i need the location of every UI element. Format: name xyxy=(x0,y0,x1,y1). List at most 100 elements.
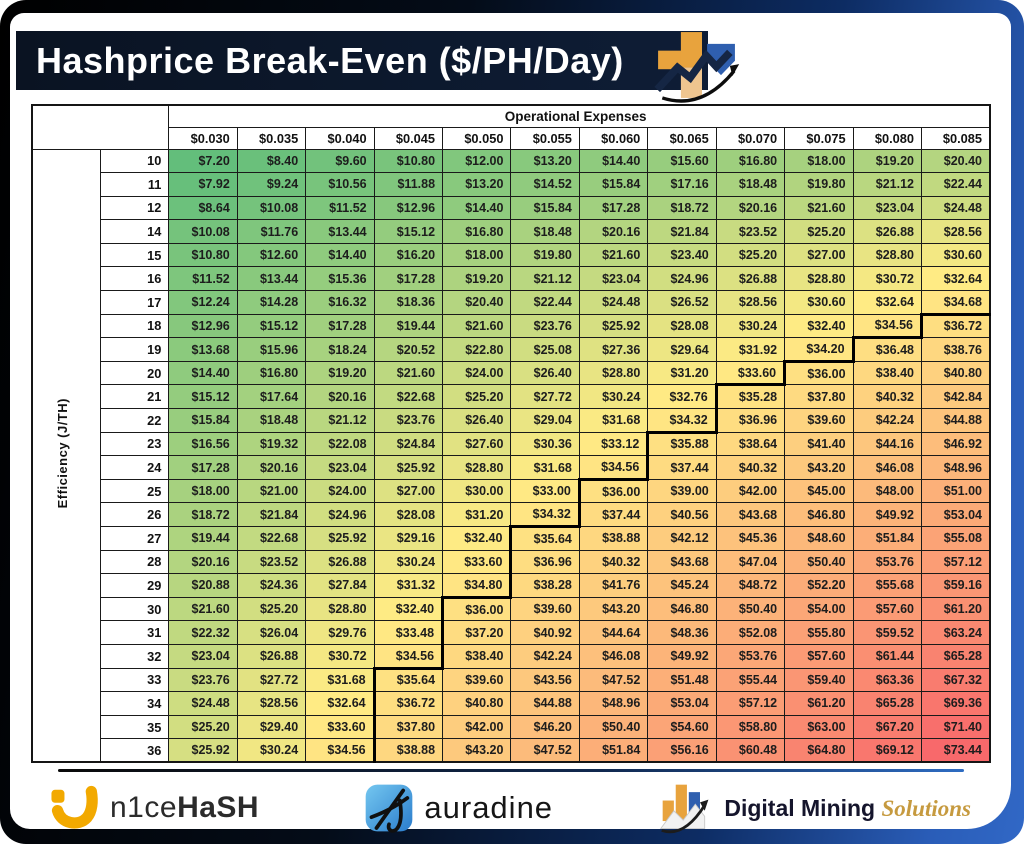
breakeven-cell: $14.40 xyxy=(305,242,375,268)
breakeven-cell: $51.00 xyxy=(920,478,991,504)
breakeven-cell: $42.00 xyxy=(442,714,512,740)
efficiency-row-header: 18 xyxy=(99,313,170,339)
opex-column-header: $0.070 xyxy=(715,126,786,150)
breakeven-cell: $14.52 xyxy=(510,172,580,197)
breakeven-cell: $30.24 xyxy=(373,549,444,575)
breakeven-cell: $18.24 xyxy=(305,337,375,362)
breakeven-cell: $23.52 xyxy=(715,219,786,244)
breakeven-cell: $48.36 xyxy=(647,620,717,645)
breakeven-cell: $30.72 xyxy=(305,643,375,669)
breakeven-cell: $18.48 xyxy=(236,408,307,433)
breakeven-cell: $9.60 xyxy=(305,148,375,174)
breakeven-cell: $50.40 xyxy=(578,714,649,740)
breakeven-cell: $21.84 xyxy=(647,219,717,244)
breakeven-cell: $35.64 xyxy=(509,525,580,551)
breakeven-cell: $28.80 xyxy=(442,455,512,480)
breakeven-cell: $34.20 xyxy=(784,337,854,362)
breakeven-cell: $14.40 xyxy=(168,360,238,386)
nicehash-wordmark: n1ceHaSH xyxy=(110,791,260,824)
efficiency-axis-label: Efficiency (J/TH) xyxy=(31,148,101,763)
breakeven-cell: $34.68 xyxy=(920,290,991,315)
breakeven-cell: $31.20 xyxy=(442,502,512,527)
breakeven-cell: $69.12 xyxy=(852,738,922,763)
breakeven-cell: $25.92 xyxy=(578,313,649,339)
breakeven-cell: $45.24 xyxy=(647,573,717,598)
breakeven-cell: $20.16 xyxy=(715,195,786,221)
opex-column-header: $0.075 xyxy=(784,126,854,150)
breakeven-cell: $26.88 xyxy=(715,266,786,292)
breakeven-cell: $53.04 xyxy=(647,691,717,716)
breakeven-cell: $25.92 xyxy=(168,738,238,763)
breakeven-cell: $26.52 xyxy=(647,290,717,315)
breakeven-cell: $47.52 xyxy=(578,667,649,693)
breakeven-cell: $40.92 xyxy=(510,620,580,645)
table-row: 12 $8.64 $10.08 $11.52 $12.96 $14.40 $15.84 $17… xyxy=(32,195,991,221)
efficiency-row-header: 21 xyxy=(99,384,170,410)
breakeven-cell: $43.68 xyxy=(715,502,786,527)
breakeven-cell: $39.60 xyxy=(442,667,512,693)
table-row: 23 $16.56 $19.32 $22.08 $24.84 $27.60 $30.36 $3… xyxy=(32,430,991,457)
breakeven-cell: $40.32 xyxy=(715,455,786,480)
breakeven-cell: $7.92 xyxy=(168,172,238,197)
breakeven-cell: $21.12 xyxy=(305,408,375,433)
breakeven-cell: $14.40 xyxy=(578,148,649,174)
breakeven-cell: $11.52 xyxy=(305,195,375,221)
breakeven-cell: $43.56 xyxy=(510,667,580,693)
breakeven-cell: $41.40 xyxy=(784,431,854,457)
breakeven-cell: $12.24 xyxy=(168,290,238,315)
breakeven-cell: $57.12 xyxy=(920,549,991,575)
breakeven-cell: $15.12 xyxy=(373,219,444,244)
breakeven-cell: $18.72 xyxy=(168,502,238,527)
breakeven-cell: $19.20 xyxy=(442,266,512,292)
breakeven-cell: $33.60 xyxy=(442,549,512,575)
breakeven-cell: $57.60 xyxy=(852,596,922,622)
breakeven-cell: $21.12 xyxy=(510,266,580,292)
page-title: Hashprice Break-Even ($/PH/Day) xyxy=(36,39,624,81)
breakeven-cell: $30.24 xyxy=(578,384,649,410)
efficiency-row-header: 27 xyxy=(99,526,170,551)
opex-column-header: $0.065 xyxy=(647,126,717,150)
breakeven-cell: $43.20 xyxy=(442,738,512,763)
breakeven-cell: $17.28 xyxy=(305,313,375,339)
breakeven-cell: $20.52 xyxy=(373,337,444,362)
breakeven-cell: $36.96 xyxy=(509,549,580,575)
breakeven-cell: $32.64 xyxy=(305,691,375,716)
breakeven-cell: $18.48 xyxy=(715,172,786,197)
table-column-header-row: $0.030 $0.035 $0.040 $0.045 $0.050 $0.055 $0.0… xyxy=(32,126,991,150)
breakeven-cell: $12.60 xyxy=(236,242,307,268)
breakeven-cell: $63.00 xyxy=(784,714,854,740)
breakeven-cell: $10.80 xyxy=(168,242,238,268)
breakeven-cell: $21.12 xyxy=(852,172,922,197)
breakeven-cell: $44.88 xyxy=(920,408,991,433)
breakeven-cell: $38.28 xyxy=(509,573,580,598)
breakeven-cell: $16.80 xyxy=(715,148,786,174)
opex-column-header: $0.045 xyxy=(373,126,444,150)
breakeven-cell: $21.60 xyxy=(784,195,854,221)
breakeven-cell: $20.40 xyxy=(442,290,512,315)
breakeven-cell: $21.84 xyxy=(236,502,307,527)
breakeven-cell: $20.88 xyxy=(168,573,238,598)
table-row: 11 $7.92 $9.24 $10.56 $11.88 $13.20 $14.52 $15.… xyxy=(32,172,991,197)
breakeven-cell: $49.92 xyxy=(647,643,717,669)
breakeven-cell: $31.68 xyxy=(510,455,580,480)
breakeven-cell: $21.60 xyxy=(168,596,238,622)
opex-column-header: $0.040 xyxy=(305,126,375,150)
table-row: 22 $15.84 $18.48 $21.12 $23.76 $26.40 $29.04 $3… xyxy=(32,408,991,433)
breakeven-cell: $13.20 xyxy=(510,148,580,174)
breakeven-cell: $13.44 xyxy=(236,266,307,292)
table-row: 19 $13.68 $15.96 $18.24 $20.52 $22.80 $25.08 $2… xyxy=(32,336,991,362)
breakeven-cell: $28.56 xyxy=(715,290,786,315)
breakeven-cell: $34.56 xyxy=(578,455,649,480)
breakeven-cell: $37.20 xyxy=(441,620,512,645)
breakeven-cell: $23.52 xyxy=(236,549,307,575)
breakeven-cell: $7.20 xyxy=(168,148,238,174)
breakeven-cell: $10.08 xyxy=(168,219,238,244)
table-row: 36 $25.92 $30.24 $34.56 $38.88 $43.20 $47.52 $5… xyxy=(32,738,991,763)
breakeven-cell: $20.16 xyxy=(305,384,375,410)
breakeven-cell: $26.88 xyxy=(852,219,922,244)
breakeven-cell: $51.84 xyxy=(852,526,922,551)
breakeven-cell: $44.16 xyxy=(852,431,922,457)
breakeven-cell: $67.32 xyxy=(920,667,991,693)
breakeven-cell: $29.64 xyxy=(647,337,717,362)
breakeven-cell: $10.56 xyxy=(305,172,375,197)
